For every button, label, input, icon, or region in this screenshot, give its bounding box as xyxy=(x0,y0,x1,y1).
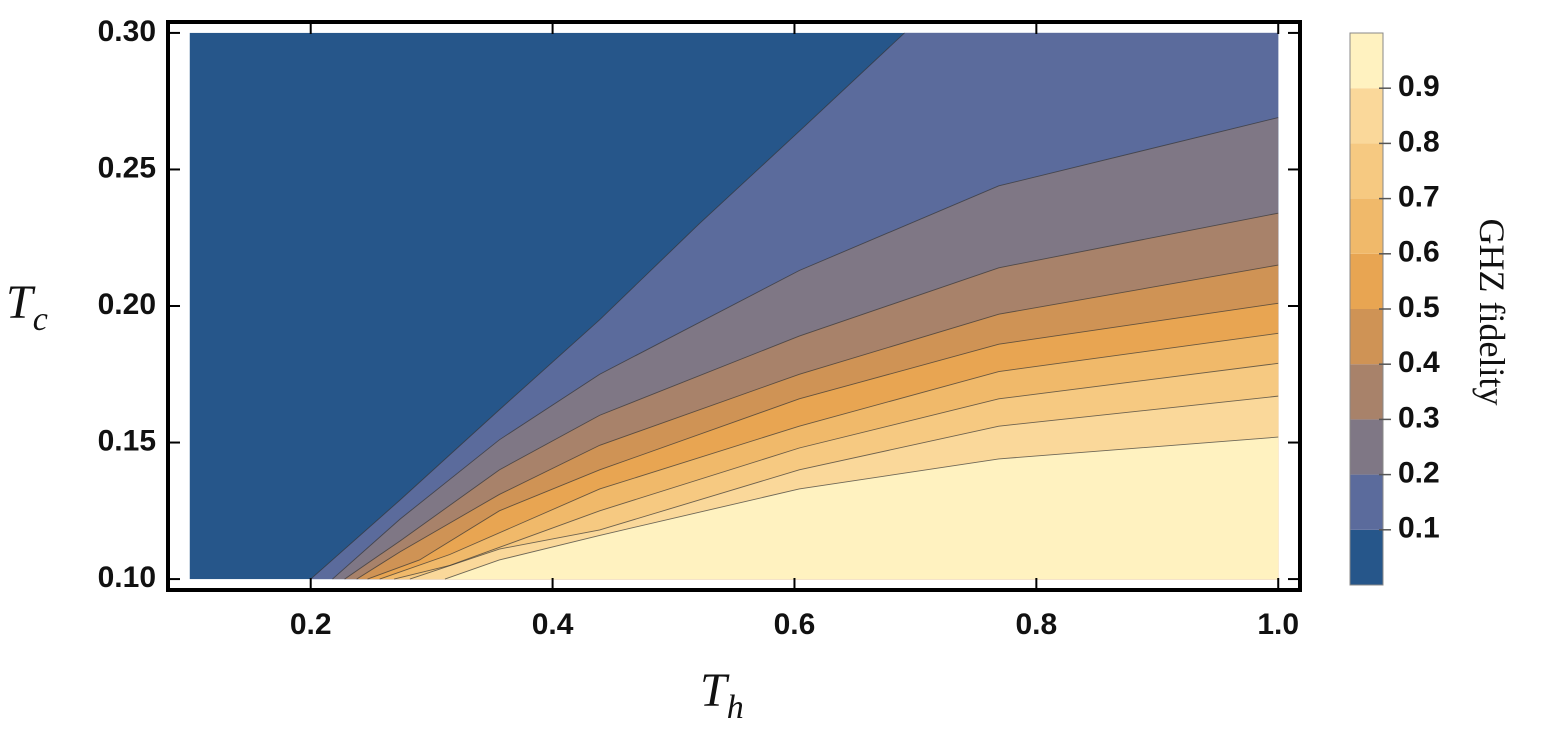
colorbar-tick-label: 0.8 xyxy=(1398,125,1440,158)
colorbar-segment xyxy=(1350,143,1383,199)
colorbar-segment xyxy=(1350,364,1383,420)
y-label-symbol: T xyxy=(6,276,36,329)
x-tick-label: 0.4 xyxy=(532,608,574,641)
colorbar-tick-label: 0.3 xyxy=(1398,401,1440,434)
y-tick-label: 0.10 xyxy=(98,561,156,594)
colorbar-tick-label: 0.2 xyxy=(1398,457,1440,490)
colorbar-tick-label: 0.4 xyxy=(1398,346,1440,379)
contour-line xyxy=(409,395,1279,580)
y-label-subscript: c xyxy=(33,301,48,338)
x-tick-label: 1.0 xyxy=(1257,608,1299,641)
colorbar-label: GHZ fidelity xyxy=(1472,219,1512,406)
y-tick-label: 0.20 xyxy=(98,288,156,321)
contour-line xyxy=(379,332,1279,580)
colorbar-segment xyxy=(1350,474,1383,530)
y-tick-label: 0.25 xyxy=(98,151,156,184)
colorbar-tick-label: 0.6 xyxy=(1398,236,1440,269)
x-tick-label: 0.6 xyxy=(774,608,816,641)
colorbar-segment xyxy=(1350,419,1383,475)
contour-line xyxy=(444,436,1279,580)
x-axis-label: Th xyxy=(700,664,744,726)
colorbar-segment xyxy=(1350,33,1383,89)
colorbar-tick-label: 0.9 xyxy=(1398,70,1440,103)
colorbar-segment xyxy=(1350,198,1383,254)
x-label-subscript: h xyxy=(727,689,744,726)
contour-line xyxy=(367,302,1279,580)
contour-line xyxy=(310,32,905,580)
contour-line xyxy=(356,264,1279,580)
colorbar-segment xyxy=(1350,88,1383,144)
colorbar-segment xyxy=(1350,309,1383,365)
y-tick-label: 0.30 xyxy=(98,15,156,48)
colorbar-segment xyxy=(1350,529,1383,585)
x-label-symbol: T xyxy=(700,664,730,717)
x-tick-label: 0.8 xyxy=(1015,608,1057,641)
colorbar-tick-label: 0.7 xyxy=(1398,181,1440,214)
colorbar-tick-label: 0.5 xyxy=(1398,291,1440,324)
y-axis-label: Tc xyxy=(6,276,48,338)
x-tick-label: 0.2 xyxy=(290,608,332,641)
contour-line xyxy=(394,362,1279,580)
contour-line xyxy=(344,212,1279,580)
y-tick-label: 0.15 xyxy=(98,424,156,457)
colorbar-segment xyxy=(1350,253,1383,309)
colorbar-tick-label: 0.1 xyxy=(1398,512,1440,545)
contour-line xyxy=(332,117,1279,580)
contour-band xyxy=(444,437,1279,580)
